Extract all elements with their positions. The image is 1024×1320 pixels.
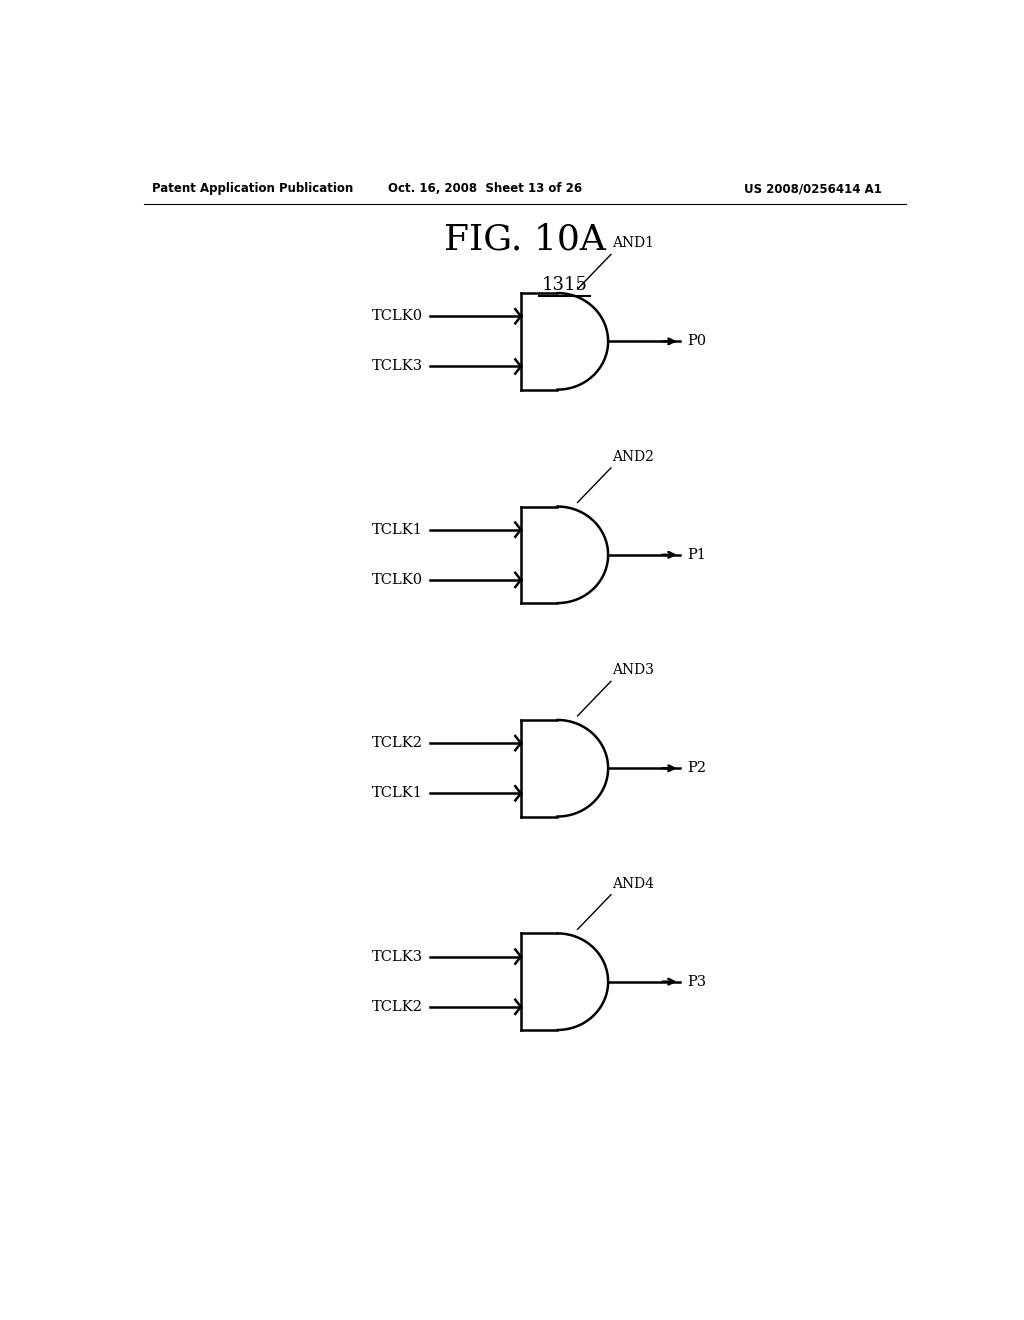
Text: TCLK2: TCLK2 (372, 737, 423, 750)
Text: AND4: AND4 (612, 876, 654, 891)
Text: FIG. 10A: FIG. 10A (443, 223, 606, 256)
Text: P2: P2 (687, 762, 707, 775)
Text: 1315: 1315 (542, 276, 588, 294)
Text: AND1: AND1 (612, 236, 654, 251)
Text: P1: P1 (687, 548, 707, 562)
Text: TCLK1: TCLK1 (373, 523, 423, 537)
Text: TCLK3: TCLK3 (372, 359, 423, 374)
Text: P3: P3 (687, 974, 707, 989)
Text: AND3: AND3 (612, 663, 654, 677)
Text: AND2: AND2 (612, 450, 654, 463)
Text: TCLK1: TCLK1 (373, 787, 423, 800)
Text: TCLK2: TCLK2 (372, 999, 423, 1014)
Text: Patent Application Publication: Patent Application Publication (152, 182, 353, 195)
Text: Oct. 16, 2008  Sheet 13 of 26: Oct. 16, 2008 Sheet 13 of 26 (388, 182, 583, 195)
Text: TCLK3: TCLK3 (372, 949, 423, 964)
Text: P0: P0 (687, 334, 707, 348)
Text: TCLK0: TCLK0 (372, 309, 423, 323)
Text: TCLK0: TCLK0 (372, 573, 423, 587)
Text: US 2008/0256414 A1: US 2008/0256414 A1 (744, 182, 882, 195)
